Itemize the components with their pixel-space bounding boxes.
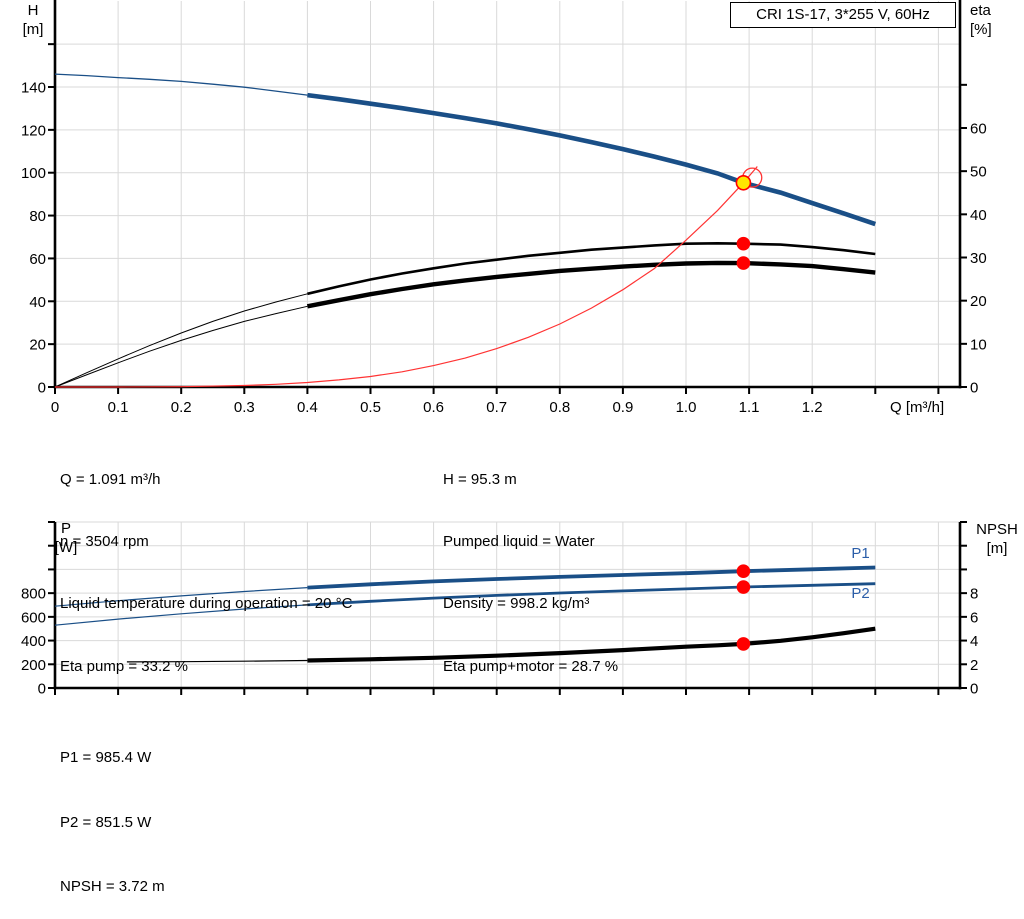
p2-point[interactable] [736, 580, 751, 594]
p-axis-unit: P [W] [44, 519, 88, 557]
x-tick-label: 0.9 [612, 399, 633, 416]
right-tick-label: 2 [970, 657, 978, 674]
duty-point[interactable] [735, 174, 752, 191]
x-tick-label: 0.4 [297, 399, 318, 416]
info-h: H = 95.3 m [443, 470, 517, 488]
right-tick-label: 20 [970, 293, 987, 310]
h-axis-unit: H [m] [11, 1, 55, 39]
left-tick-label: 60 [29, 251, 46, 268]
x-tick-label: 1.1 [739, 399, 760, 416]
left-tick-label: 120 [21, 122, 46, 139]
curve-NPSH [307, 626, 876, 663]
curve-eta-pump-thin [54, 293, 308, 388]
h-axis-unit-symbol: H [27, 2, 39, 19]
left-tick-label: 100 [21, 165, 46, 182]
eta-pump-point[interactable] [736, 236, 751, 251]
x-tick-label: 0.3 [234, 399, 255, 416]
curve-system-curve [55, 166, 758, 388]
duty-info-right-column: H = 95.3 m Pumped liquid = Water Density… [443, 428, 618, 698]
curve-label-P2: P2 [851, 585, 869, 602]
x-tick-label: 0.8 [549, 399, 570, 416]
left-tick-label: 800 [21, 586, 46, 603]
x-tick-label: 0.5 [360, 399, 381, 416]
pump-title: CRI 1S-17, 3*255 V, 60Hz [756, 6, 930, 23]
x-tick-label: 0.6 [423, 399, 444, 416]
x-tick-label: 1.2 [802, 399, 823, 416]
eta-axis-unit-dim: [%] [970, 21, 992, 38]
eta-pump-motor-point[interactable] [736, 256, 751, 270]
curve-NPSH-thin [126, 659, 308, 663]
h-axis-unit-dim: [m] [22, 21, 44, 38]
info-density: Density = 998.2 kg/m³ [443, 595, 590, 613]
curve-eta-pump [307, 241, 876, 296]
p-axis-unit-symbol: P [60, 520, 71, 537]
p-axis-unit-dim: [W] [54, 539, 78, 556]
curve-P1 [307, 565, 876, 590]
eta-axis-unit-symbol: eta [970, 2, 991, 19]
info-eta-pump-motor: Eta pump+motor = 28.7 % [443, 657, 619, 675]
curve-label-P1: P1 [851, 545, 869, 562]
right-tick-label: 10 [970, 336, 987, 353]
right-tick-label: 40 [970, 207, 987, 224]
x-tick-label: 0.7 [486, 399, 507, 416]
x-tick-label: 0.2 [171, 399, 192, 416]
left-tick-label: 20 [29, 337, 46, 354]
right-tick-label: 4 [970, 633, 978, 650]
right-tick-label: 0 [970, 681, 978, 698]
curve-H [307, 92, 877, 227]
duty-info-left-column: Q = 1.091 m³/h n = 3504 rpm Liquid tempe… [60, 428, 352, 698]
info-q: Q = 1.091 m³/h [60, 470, 161, 488]
info-pumped-liquid: Pumped liquid = Water [443, 532, 595, 550]
x-tick-label: 1.0 [676, 399, 697, 416]
curve-eta-pump-motor [306, 260, 876, 309]
x-axis-label: Q [m³/h] [890, 399, 945, 416]
npsh-axis-unit: NPSH [m] [972, 520, 1022, 558]
left-tick-label: 0 [38, 380, 46, 397]
x-tick-label: 0 [51, 399, 59, 416]
info-p2: P2 = 851.5 W [60, 813, 152, 831]
right-tick-label: 0 [970, 380, 978, 397]
left-tick-label: 80 [29, 208, 46, 225]
left-tick-label: 0 [38, 681, 46, 698]
curve-eta-pump-motor-thin [54, 305, 308, 388]
curve-P1-thin [54, 587, 308, 607]
right-tick-label: 60 [970, 121, 987, 138]
eta-axis-unit: eta [%] [970, 1, 1020, 39]
left-tick-label: 140 [21, 80, 46, 97]
curve-P2-thin [54, 604, 308, 626]
curve-H-thin [54, 73, 308, 96]
info-npsh: NPSH = 3.72 m [60, 878, 165, 895]
info-p1: P1 = 985.4 W [60, 749, 152, 766]
curve-P2 [307, 582, 876, 607]
info-liquid-temperature: Liquid temperature during operation = 20… [60, 595, 353, 613]
npsh-axis-unit-symbol: NPSH [976, 521, 1018, 538]
right-tick-label: 50 [970, 164, 987, 181]
left-tick-label: 400 [21, 633, 46, 650]
right-tick-label: 8 [970, 586, 978, 603]
info-n: n = 3504 rpm [60, 532, 149, 550]
npsh-axis-unit-dim: [m] [986, 540, 1008, 557]
pump-title-box: CRI 1S-17, 3*255 V, 60Hz [730, 2, 956, 28]
right-tick-label: 30 [970, 250, 987, 267]
left-tick-label: 40 [29, 294, 46, 311]
power-info-block: P1 = 985.4 W P2 = 851.5 W NPSH = 3.72 m [60, 704, 165, 919]
p1-point[interactable] [736, 564, 751, 578]
right-tick-label: 6 [970, 609, 978, 626]
info-eta-pump: Eta pump = 33.2 % [60, 657, 188, 675]
x-tick-label: 0.1 [108, 399, 129, 416]
left-tick-label: 200 [21, 657, 46, 674]
npsh-point[interactable] [736, 637, 751, 651]
left-tick-label: 600 [21, 609, 46, 626]
